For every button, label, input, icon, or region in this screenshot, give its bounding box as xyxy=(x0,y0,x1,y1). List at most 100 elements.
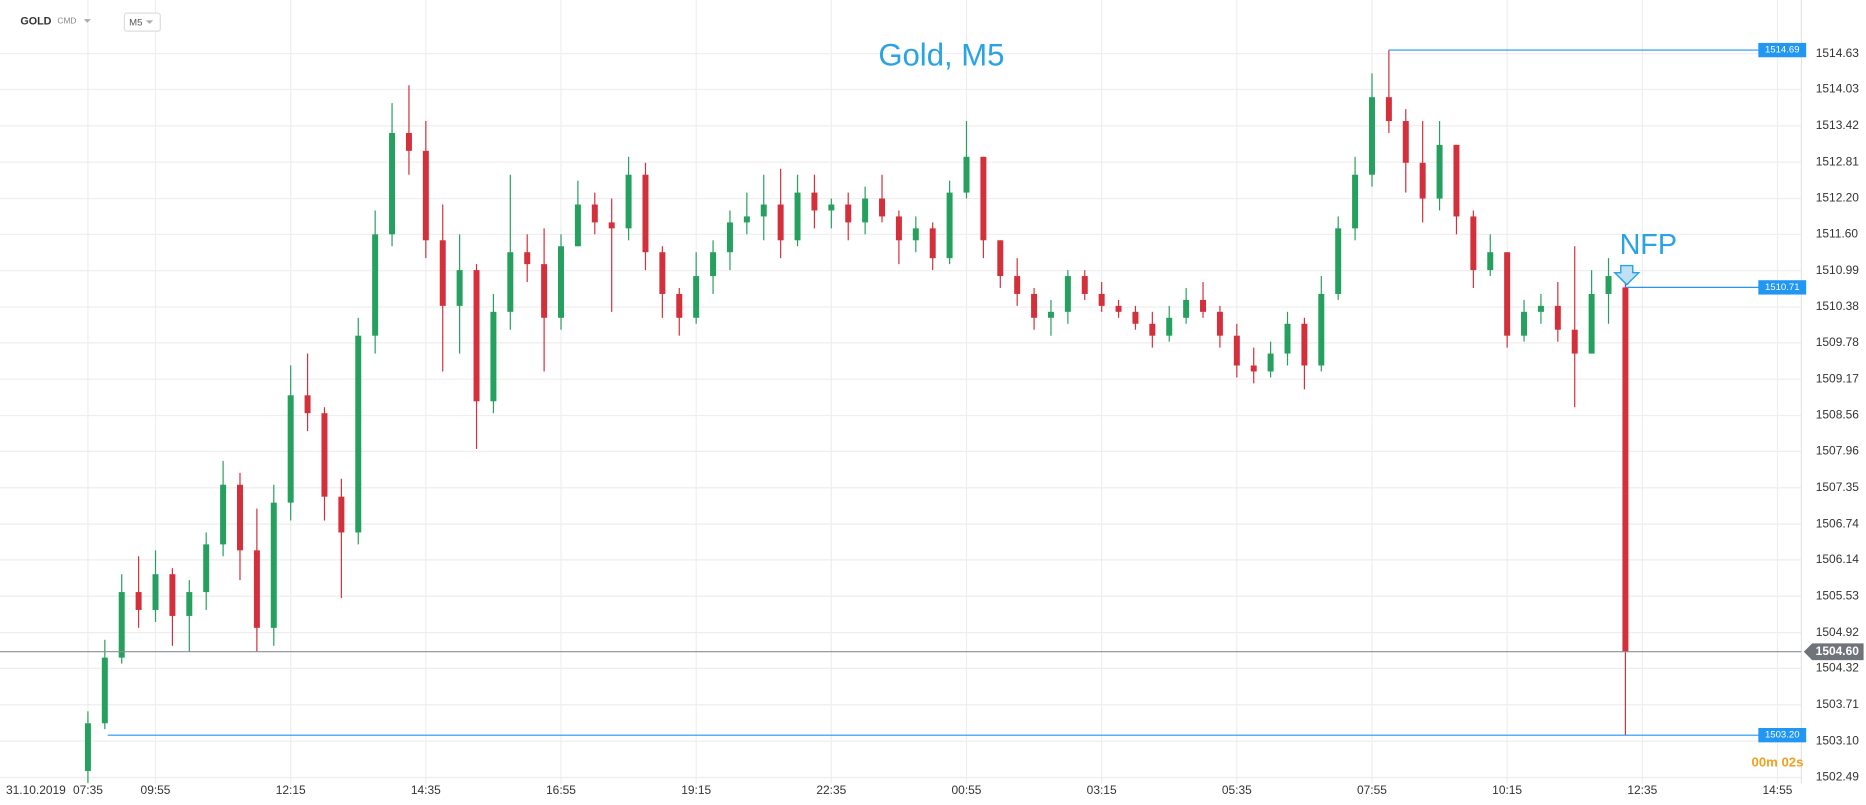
candle-body xyxy=(203,544,210,593)
candle-body xyxy=(220,484,227,545)
candle-body xyxy=(439,240,446,306)
symbol-kind: CMD xyxy=(57,16,76,26)
candle-body xyxy=(777,204,784,241)
x-tick-label: 03:15 xyxy=(1087,783,1117,797)
candle-body xyxy=(963,156,970,193)
last-price-label: 1504.60 xyxy=(1816,644,1860,658)
candle-body xyxy=(1064,276,1071,312)
candle-body xyxy=(1183,299,1190,318)
candle-body xyxy=(456,270,463,306)
candle-body xyxy=(541,264,548,318)
grid xyxy=(0,0,1802,784)
y-tick-label: 1509.78 xyxy=(1816,335,1860,349)
y-tick-label: 1506.74 xyxy=(1816,516,1860,530)
candle-body xyxy=(1031,293,1038,318)
candle-body xyxy=(1385,97,1392,122)
candle-body xyxy=(355,335,362,533)
timeframe-button[interactable] xyxy=(123,12,161,32)
y-tick-label: 1502.49 xyxy=(1816,770,1860,784)
candle-body xyxy=(236,484,243,551)
candle-body xyxy=(997,240,1004,277)
candle-body xyxy=(490,311,497,402)
candle-body xyxy=(1014,276,1021,294)
x-tick-label: 00:55 xyxy=(952,783,982,797)
candle-body xyxy=(135,592,142,610)
candle-body xyxy=(558,246,564,318)
y-tick-label: 1505.53 xyxy=(1816,588,1860,602)
candle-body xyxy=(1335,228,1342,294)
candle-body xyxy=(710,252,717,277)
timeframe[interactable]: M5 xyxy=(129,17,142,28)
candle-body xyxy=(1284,323,1291,354)
candle-body xyxy=(1047,311,1054,318)
candle-body xyxy=(1166,317,1173,336)
x-tick-label: 16:55 xyxy=(546,783,576,797)
y-tick-label: 1507.35 xyxy=(1816,480,1860,494)
annotation: NFP xyxy=(1620,229,1677,261)
candle-body xyxy=(1470,216,1477,271)
level-label: 1510.71 xyxy=(1765,282,1800,293)
x-tick-label: 12:15 xyxy=(276,783,306,797)
y-tick-label: 1508.56 xyxy=(1816,408,1860,422)
countdown: 00m 02s xyxy=(1752,755,1804,770)
dropdown-arrow[interactable] xyxy=(83,19,91,23)
x-tick-label: 12:35 xyxy=(1627,783,1657,797)
candle-body xyxy=(1588,293,1595,354)
candle-body xyxy=(389,132,396,235)
candle-body xyxy=(1318,293,1325,366)
candle-body xyxy=(1216,311,1223,336)
candle-body xyxy=(1200,299,1207,312)
candle-body xyxy=(591,204,598,223)
candle-body xyxy=(287,395,294,503)
candle-body xyxy=(828,204,835,211)
candle-body xyxy=(1571,329,1578,354)
y-tick-label: 1510.99 xyxy=(1816,263,1860,277)
candle-body xyxy=(625,174,632,229)
candle-body xyxy=(304,395,311,414)
chart-title: Gold, M5 xyxy=(878,38,1004,73)
candle-body xyxy=(1622,287,1629,652)
candle-body xyxy=(507,252,514,312)
y-tick-label: 1504.92 xyxy=(1816,625,1860,639)
y-tick-label: 1512.81 xyxy=(1816,154,1860,168)
y-tick-label: 1514.03 xyxy=(1816,82,1860,96)
x-tick-label: 07:35 xyxy=(73,783,103,797)
x-tick-label: 09:55 xyxy=(141,783,171,797)
candle-body xyxy=(118,592,125,658)
candle-body xyxy=(760,204,767,217)
y-tick-label: 1509.17 xyxy=(1816,371,1860,385)
candle-body xyxy=(1537,305,1544,312)
candle-body xyxy=(473,270,480,402)
candle-body xyxy=(1081,276,1088,294)
candle-body xyxy=(608,222,615,229)
candle-body xyxy=(524,252,531,265)
candle-body xyxy=(1132,311,1139,324)
symbol[interactable]: GOLD xyxy=(20,15,51,27)
candle-body xyxy=(845,204,852,223)
candle-body xyxy=(1487,252,1494,271)
y-tick-label: 1503.71 xyxy=(1816,697,1860,711)
candle-body xyxy=(693,276,700,318)
candle-body xyxy=(726,222,733,253)
last-price-box xyxy=(1803,643,1864,661)
candle-body xyxy=(574,204,581,247)
x-tick-label: 07:55 xyxy=(1357,783,1387,797)
y-tick-label: 1503.10 xyxy=(1816,733,1860,747)
candle-body xyxy=(1368,97,1375,175)
candle-body xyxy=(1301,323,1308,366)
candle-body xyxy=(1115,305,1122,312)
candle-body xyxy=(1098,293,1105,306)
candle-body xyxy=(1554,305,1561,330)
candle-body xyxy=(676,293,683,318)
date-label: 31.10.2019 xyxy=(6,783,66,797)
y-tick-label: 1507.96 xyxy=(1816,444,1860,458)
y-tick-label: 1511.60 xyxy=(1816,226,1859,240)
candle-body xyxy=(743,216,750,223)
dropdown-arrow[interactable] xyxy=(145,20,154,24)
candle-body xyxy=(169,574,176,616)
candle-body xyxy=(338,496,345,533)
candle-body xyxy=(1250,365,1257,372)
candle-body xyxy=(1453,144,1460,217)
candle-body xyxy=(1402,121,1409,163)
candle-body xyxy=(946,192,953,259)
